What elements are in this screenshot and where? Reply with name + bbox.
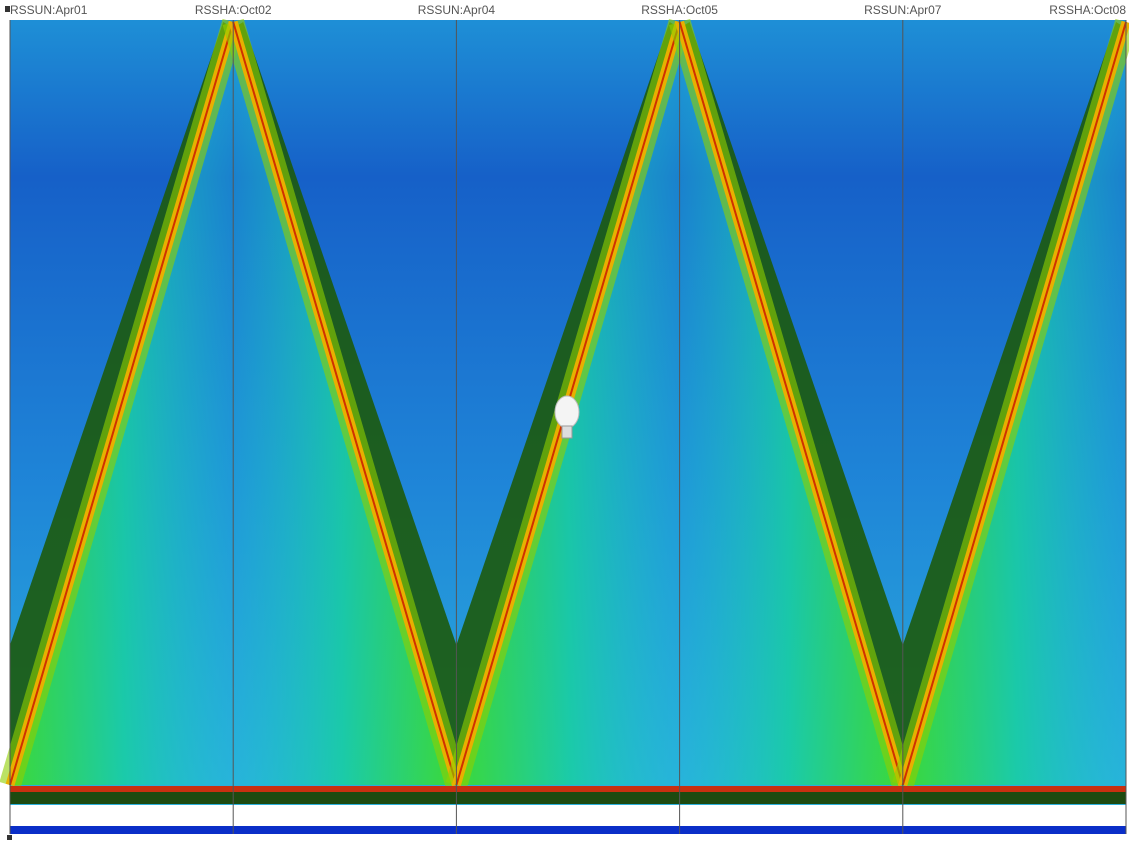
axis-label: RSSHA:Oct08 [1049,3,1126,17]
trend-line [901,21,1127,786]
corner-marker [5,6,10,12]
axis-label: RSSUN:Apr07 [864,3,942,17]
trend-line [9,21,235,786]
axis-label: RSSUN:Apr01 [10,3,88,17]
axis-label: RSSHA:Oct02 [195,3,272,17]
axis-label: RSSHA:Oct05 [641,3,718,17]
corner-marker [7,835,12,840]
trend-line [678,21,904,786]
bottom-band [10,786,1126,792]
axis-label: RSSUN:Apr04 [418,3,496,17]
axes: RSSUN:Apr01 RSSHA:Oct02 RSSUN:Apr04 RSSHA:O… [9,3,1127,834]
bar-strip [10,805,1126,825]
bar-strip [10,826,1126,834]
bulb-icon [554,395,580,439]
bottom-band [10,792,1126,804]
trend-line [232,21,458,786]
